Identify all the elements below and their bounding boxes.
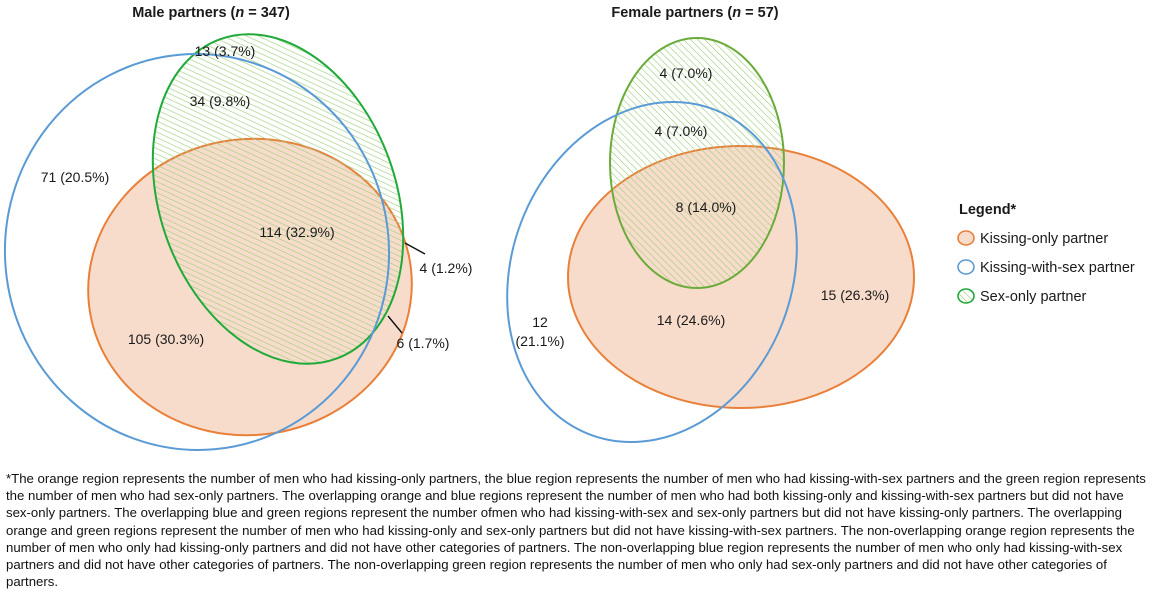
male-label-all-three: 114 (32.9%) [259,224,334,240]
footnote: *The orange region represents the number… [6,471,1146,590]
female-label-green-only: 4 (7.0%) [660,65,713,81]
male-label-orange-only: 6 (1.7%) [397,335,450,351]
legend-item-kissing-only: Kissing-only partner [957,230,1108,247]
legend-item-sex-only: Sex-only partner [957,288,1087,305]
female-panel-title: Female partners (n = 57) [611,5,778,21]
orange-swatch-icon [957,230,975,246]
female-label-blue-green: 4 (7.0%) [655,123,708,139]
venn-diagram-figure: Male partners (n = 347) 13 (3.7%) 34 (9.… [3,5,1135,451]
male-label-green-only: 13 (3.7%) [195,43,256,59]
female-label-blue-only-percent: (21.1%) [515,333,564,349]
female-green-ellipse-sex-only [609,37,785,289]
female-label-orange-only: 15 (26.3%) [821,287,889,303]
male-green-ellipse-sex-only [151,33,405,365]
male-label-green-orange: 4 (1.2%) [420,260,473,276]
female-label-blue-only-count: 12 [532,314,548,330]
female-label-all-three: 8 (14.0%) [676,199,737,215]
legend-label-kissing-with-sex: Kissing-with-sex partner [980,260,1135,276]
female-partners-panel: Female partners (n = 57) 4 (7.0%) 4 (7.0… [506,5,915,444]
male-panel-title: Male partners (n = 347) [132,5,290,21]
female-label-orange-blue: 14 (24.6%) [657,312,725,328]
legend-title: Legend* [959,202,1017,218]
male-partners-panel: Male partners (n = 347) 13 (3.7%) 34 (9.… [3,5,473,451]
male-label-orange-blue: 105 (30.3%) [128,331,204,347]
male-label-blue-green: 34 (9.8%) [190,93,251,109]
legend-item-kissing-with-sex: Kissing-with-sex partner [957,259,1135,276]
green-hatched-swatch-icon [957,288,975,304]
blue-swatch-icon [957,259,975,275]
male-blue-ellipse-kissing-with-sex [3,53,391,451]
legend-label-kissing-only: Kissing-only partner [980,231,1108,247]
legend: Legend* Kissing-only partner Kissing-wit… [957,202,1135,305]
female-blue-ellipse-kissing-with-sex [506,100,798,444]
male-label-blue-only: 71 (20.5%) [41,169,109,185]
legend-label-sex-only: Sex-only partner [980,289,1087,305]
male-leader-line-6 [387,315,403,334]
male-leader-line-4 [404,242,426,255]
